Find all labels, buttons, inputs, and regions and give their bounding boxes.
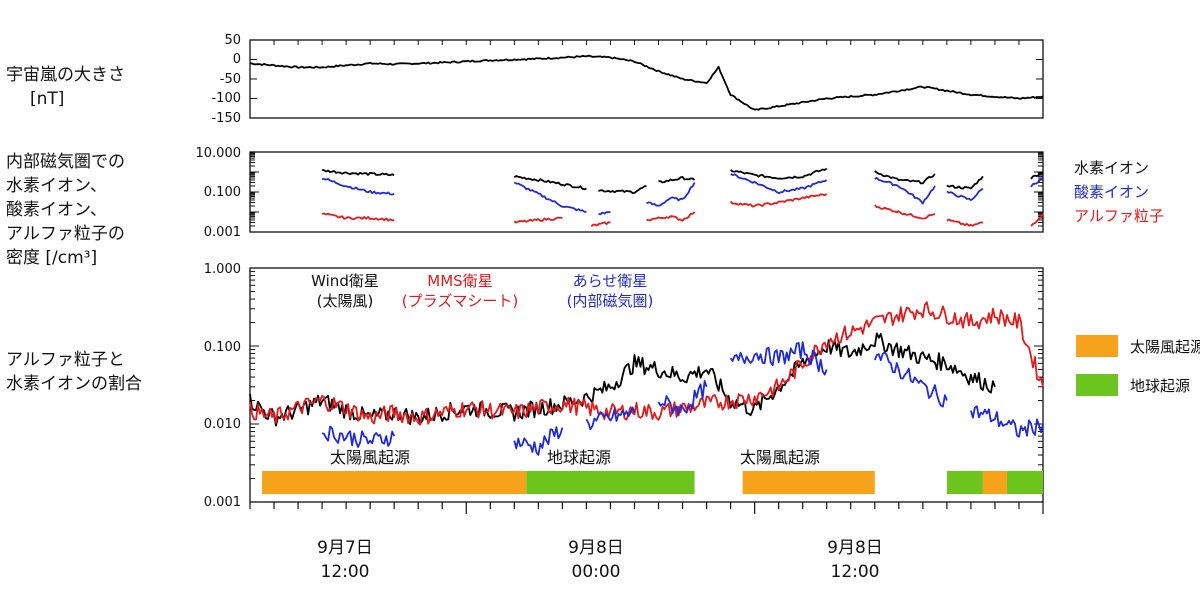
density-label-line4: アルファ粒子の: [6, 224, 125, 244]
density-series-0-line-1: [513, 175, 587, 191]
storm-panel-frame: [249, 39, 1044, 119]
density-series-2-line-0: [321, 212, 395, 222]
density-series-2-line-1: [513, 216, 563, 224]
legend-solar-label: 太陽風起源: [1130, 338, 1200, 356]
mms-label-line2: (プラズマシート): [402, 292, 518, 310]
xtick-date-3: 9月8日: [827, 538, 883, 558]
legend-hydrogen: 水素イオン: [1074, 159, 1149, 177]
density-series-0-line-5: [874, 170, 936, 185]
ratio-series-2-line-6: [970, 405, 1044, 438]
density-series-0-line-3: [658, 176, 696, 184]
density-label-line5: 密度 [/cm³]: [6, 248, 97, 268]
storm-ytick-minus100: -100: [211, 91, 241, 106]
ratio-series-1-line-0: [249, 301, 1044, 426]
legend-earth-swatch: [1076, 374, 1118, 396]
storm-ytick-0: 0: [233, 52, 241, 67]
origin-bar-solar-0: [262, 471, 527, 494]
density-label-line3: 酸素イオン、: [6, 200, 107, 220]
density-series-0-line-4: [730, 167, 828, 180]
density-series-1-line-0: [322, 178, 395, 196]
origin-bar-earth-3: [946, 471, 983, 494]
legend-solar-swatch: [1076, 335, 1118, 357]
density-series-2-line-4: [729, 193, 828, 208]
storm-label-line1: 宇宙嵐の大きさ: [6, 65, 125, 85]
ratio-series-2-line-4: [729, 341, 828, 376]
storm-ytick-minus150: -150: [211, 111, 241, 126]
mms-label-line1: MMS衛星: [427, 272, 492, 290]
density-ytick-0.1: 0.100: [204, 185, 241, 200]
arase-label-line1: あらせ衛星: [573, 272, 648, 290]
xtick-date-1: 9月7日: [317, 538, 373, 558]
xtick-date-2: 9月8日: [568, 538, 624, 558]
origin-bar-label-solar-1: 太陽風起源: [330, 448, 410, 467]
origin-bar-earth-5: [1006, 471, 1043, 494]
density-series-1-line-3: [646, 182, 696, 207]
density-series-1-line-5: [874, 176, 936, 205]
row-labels: 宇宙嵐の大きさ [nT] 内部磁気圏での 水素イオン、 酸素イオン、 アルファ粒…: [6, 65, 142, 394]
density-series-1-line-6: [946, 187, 984, 201]
ratio-series-2-line-5: [873, 351, 948, 408]
density-label-line1: 内部磁気圏での: [6, 152, 125, 172]
storm-label-line2: [nT]: [30, 89, 64, 109]
density-series-0-line-0: [321, 168, 395, 177]
ratio-label-line1: アルファ粒子と: [6, 350, 125, 370]
storm-series-0-line-0: [249, 54, 1044, 111]
ratio-series-0-line-0: [249, 332, 996, 427]
ratio-ytick-0.01: 0.010: [204, 417, 241, 432]
storm-ytick-50: 50: [224, 33, 241, 48]
xtick-time-3: 12:00: [831, 562, 880, 582]
density-series-2-line-7: [1030, 213, 1044, 227]
density-label-line2: 水素イオン、: [6, 176, 107, 196]
ratio-ytick-0.1: 0.100: [204, 340, 241, 355]
density-series-1-line-2: [598, 211, 611, 216]
density-series-2-line-2: [590, 221, 611, 228]
wind-label-line2: (太陽風): [317, 292, 374, 310]
xtick-time-1: 12:00: [321, 562, 370, 582]
origin-bar-solar-4: [982, 471, 1007, 494]
legend-earth-label: 地球起源: [1130, 377, 1190, 395]
ratio-series-2-line-3: [657, 380, 708, 417]
ratio-series-2-line-2: [585, 406, 636, 431]
ratio-label-line2: 水素イオンの割合: [6, 374, 142, 394]
ratio-ytick-0.001: 0.001: [204, 495, 241, 510]
density-ytick-0.001: 0.001: [204, 225, 241, 240]
ratio-series-2-line-0: [321, 425, 396, 448]
wind-label-line1: Wind衛星: [311, 272, 379, 290]
axis-ticks: [249, 39, 1044, 514]
density-series-0-line-7: [1030, 171, 1044, 180]
storm-ytick-minus50: -50: [220, 72, 241, 87]
xtick-time-2: 00:00: [572, 562, 621, 582]
origin-bar-label-earth-1: 地球起源: [547, 448, 611, 467]
density-series-1-line-4: [730, 173, 828, 194]
ratio-series-2-line-1: [513, 426, 564, 456]
density-series-2-line-3: [646, 211, 696, 222]
density-ytick-10: 10.000: [196, 146, 242, 161]
density-series-0-line-6: [946, 175, 984, 190]
origin-bar-solar-2: [742, 471, 875, 494]
arase-label-line2: (内部磁気圏): [567, 292, 654, 310]
density-series-2-line-5: [874, 204, 936, 220]
data-lines: [249, 54, 1044, 456]
density-series-1-line-7: [1030, 177, 1044, 188]
density-series-0-line-2: [598, 185, 647, 194]
density-series-2-line-6: [946, 218, 983, 227]
origin-bars: [262, 471, 1043, 494]
legend-oxygen: 酸素イオン: [1074, 183, 1149, 201]
legend-alpha: アルファ粒子: [1074, 207, 1164, 225]
origin-bar-label-solar-2: 太陽風起源: [740, 448, 820, 467]
ratio-ytick-1: 1.000: [204, 262, 241, 277]
density-series-1-line-1: [513, 181, 587, 213]
origin-bar-earth-1: [526, 471, 695, 494]
